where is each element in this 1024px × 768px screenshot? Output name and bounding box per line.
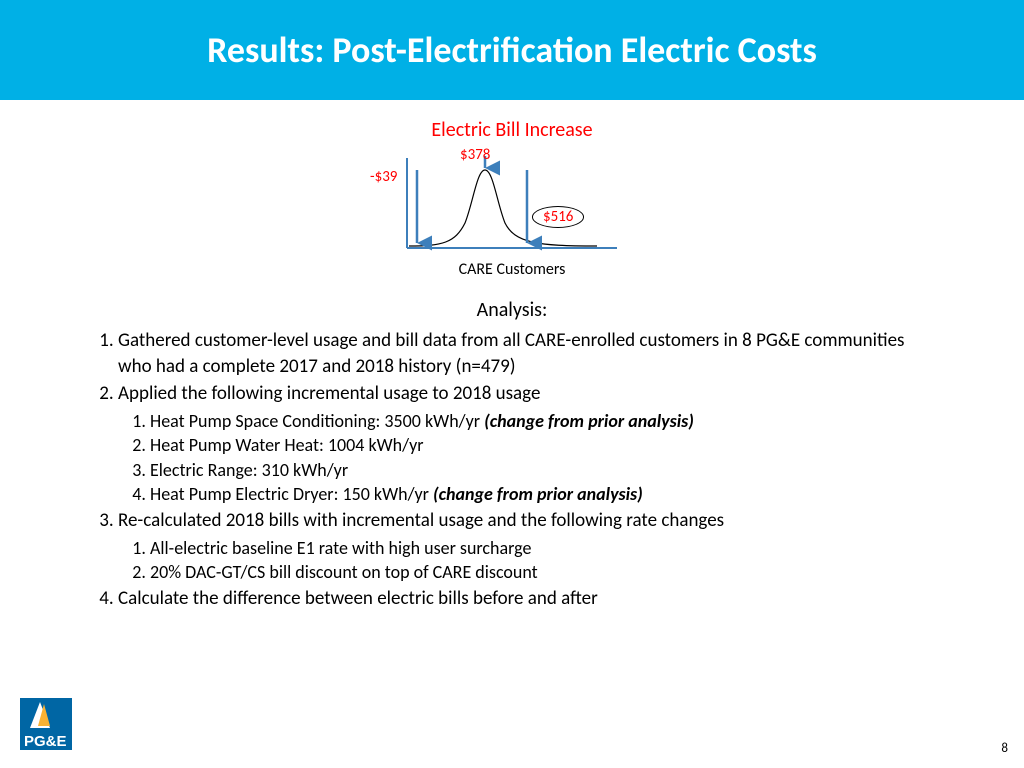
pge-logo: PG&E [20,698,72,750]
chart-x-label: CARE Customers [372,260,652,279]
analysis-heading: Analysis: [90,298,934,322]
list-item: Applied the following incremental usage … [118,381,934,506]
chart-mid-value: $378 [460,146,490,164]
analysis-list: Gathered customer-level usage and bill d… [90,328,934,612]
list-item: Gathered customer-level usage and bill d… [118,328,934,379]
title-bar: Results: Post-Electrification Electric C… [0,0,1024,100]
list-item: All-electric baseline E1 rate with high … [150,536,934,560]
list-item: Heat Pump Electric Dryer: 150 kWh/yr (ch… [150,482,934,506]
list-item-text: Re-calculated 2018 bills with incrementa… [118,509,724,532]
list-item: Heat Pump Water Heat: 1004 kWh/yr [150,433,934,457]
svg-text:PG&E: PG&E [24,733,67,750]
list-item: Re-calculated 2018 bills with incrementa… [118,508,934,584]
chart-left-value: -$39 [370,168,397,186]
page-title: Results: Post-Electrification Electric C… [207,28,817,72]
list-item: Heat Pump Space Conditioning: 3500 kWh/y… [150,409,934,433]
list-item: Calculate the difference between electri… [118,586,934,612]
distribution-chart-svg [397,148,627,258]
analysis-section: Analysis: Gathered customer-level usage … [90,298,934,612]
list-item-text: Applied the following incremental usage … [118,382,540,405]
page-number: 8 [1001,741,1008,756]
chart-title: Electric Bill Increase [372,118,652,142]
list-item: 20% DAC-GT/CS bill discount on top of CA… [150,560,934,584]
sub-list: All-electric baseline E1 rate with high … [118,536,934,585]
chart-right-value: $516 [532,206,584,228]
list-item: Electric Range: 310 kWh/yr [150,458,934,482]
sub-list: Heat Pump Space Conditioning: 3500 kWh/y… [118,409,934,506]
bill-increase-chart: Electric Bill Increase -$39 $378 $516 CA… [372,118,652,288]
